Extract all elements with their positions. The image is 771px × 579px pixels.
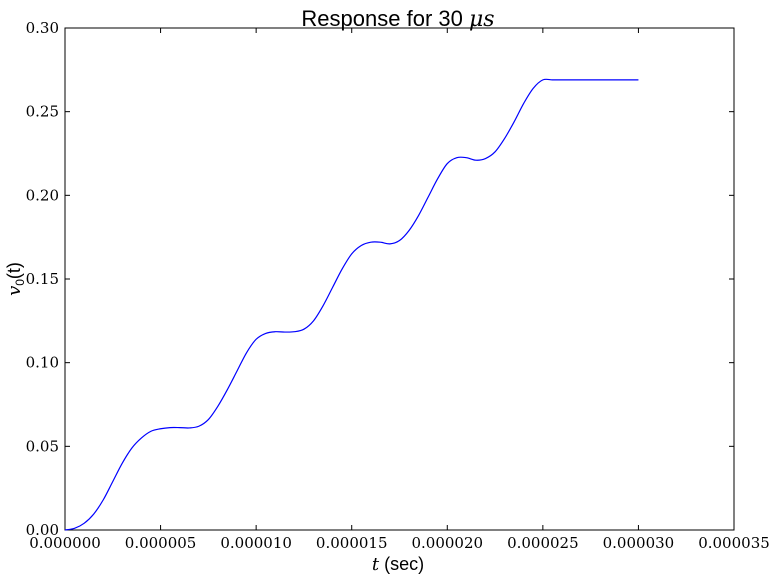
x-tick-label: 0.000005 xyxy=(125,534,197,552)
y-tick-label: 0.05 xyxy=(26,437,59,455)
x-tick-label: 0.000010 xyxy=(220,534,292,552)
x-tick-label: 0.000030 xyxy=(603,534,675,552)
y-axis-ticks: 0.00 0.05 0.10 0.15 0.20 0.25 0.30 xyxy=(26,19,734,539)
chart-title: Response for 30 μs xyxy=(301,6,494,32)
x-tick-label: 0.000035 xyxy=(698,534,770,552)
x-axis-label: t (sec) xyxy=(372,554,424,575)
x-tick-label: 0.000000 xyxy=(29,534,101,552)
plot-area xyxy=(64,27,735,531)
y-tick-label: 0.00 xyxy=(26,521,59,539)
y-tick-label: 0.20 xyxy=(26,186,59,204)
y-axis-label: v0(t) xyxy=(4,262,27,296)
y-tick-label: 0.10 xyxy=(26,354,59,372)
series-line xyxy=(64,78,639,531)
x-axis-ticks: 0.000000 0.000005 0.000010 0.000015 0.000020… xyxy=(29,28,770,552)
x-tick-label: 0.000015 xyxy=(316,534,388,552)
y-tick-label: 0.30 xyxy=(26,19,59,37)
y-tick-label: 0.15 xyxy=(26,270,59,288)
y-tick-label: 0.25 xyxy=(26,103,59,121)
x-tick-label: 0.000020 xyxy=(411,534,483,552)
x-tick-label: 0.000025 xyxy=(507,534,579,552)
